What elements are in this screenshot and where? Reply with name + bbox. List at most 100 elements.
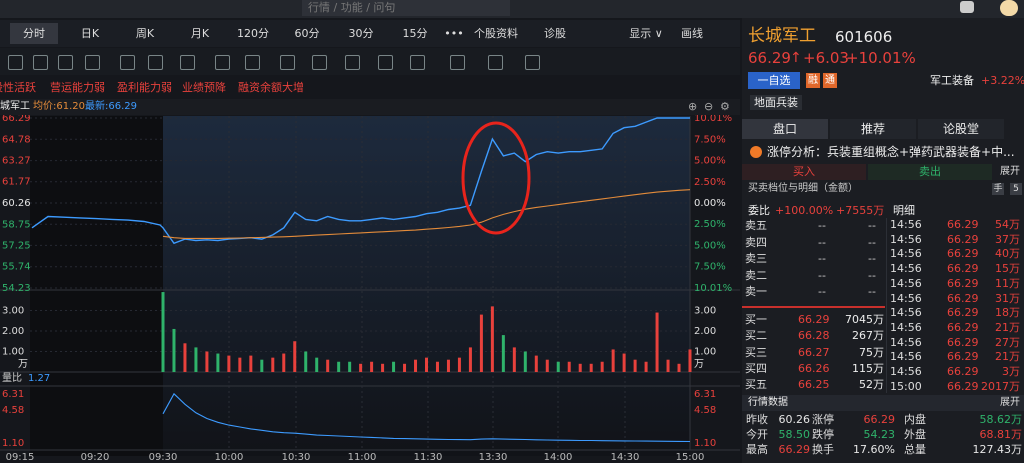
tool-icon[interactable] <box>378 55 393 70</box>
tab[interactable]: 15分 <box>402 27 428 40</box>
book-price: -- <box>818 235 826 249</box>
book-amount: 7045万 <box>845 313 884 326</box>
limit-icon <box>750 146 762 158</box>
tool-icon[interactable] <box>120 55 135 70</box>
tab[interactable]: 显示 ∨ <box>629 27 663 40</box>
tool-icon[interactable] <box>85 55 100 70</box>
tab[interactable]: 分时 <box>10 23 58 44</box>
tool-icon[interactable] <box>450 55 465 70</box>
tool-icon[interactable] <box>148 55 163 70</box>
tool-icon[interactable] <box>410 55 425 70</box>
tool-icon[interactable] <box>8 55 23 70</box>
stat-value: 54.23 <box>863 428 896 441</box>
y2-tick-label: 5.00% <box>694 240 726 251</box>
tool-icon[interactable] <box>245 55 260 70</box>
sector[interactable]: 军工装备 <box>930 74 974 87</box>
volume-bar <box>622 353 626 372</box>
line-series <box>162 189 691 239</box>
change: +6.03 <box>803 49 849 67</box>
tab[interactable]: 诊股 <box>544 27 566 40</box>
tag[interactable]: 业绩预降 <box>182 81 226 94</box>
stat-value: 58.62万 <box>979 413 1023 426</box>
tool-icon[interactable] <box>58 55 73 70</box>
time-label: 10:30 <box>282 452 311 463</box>
latest-price: 最新:66.29 <box>85 101 137 112</box>
book-price: 66.29 <box>798 313 830 326</box>
tab[interactable]: 画线 <box>681 27 703 40</box>
trade-tab[interactable]: 卖出 <box>868 164 992 180</box>
y2-tick-label: 10.01% <box>694 113 732 124</box>
trade-price: 66.29 <box>947 379 979 393</box>
tool-icon[interactable] <box>312 55 327 70</box>
tab[interactable]: 周K <box>135 27 155 40</box>
trade-time: 14:56 <box>890 350 922 364</box>
arrow: ↑ <box>790 50 802 66</box>
tool-icon[interactable] <box>345 55 360 70</box>
volume-bar <box>666 359 670 372</box>
volume-bar <box>688 349 692 372</box>
book-amount: 267万 <box>852 329 884 343</box>
tool-icon[interactable] <box>215 55 230 70</box>
time-label: 09:30 <box>149 452 178 463</box>
tool-icon[interactable] <box>33 55 48 70</box>
tab[interactable]: 60分 <box>294 27 320 40</box>
trade-amount: 3万 <box>1002 365 1020 378</box>
y-tick-label: 2.00 <box>694 326 716 337</box>
time-label: 15:00 <box>676 452 705 463</box>
search-box[interactable]: 行情 / 功能 / 问句 <box>302 0 510 16</box>
trade-amount: 18万 <box>995 306 1020 320</box>
market-expand[interactable]: 展开 <box>1000 397 1020 408</box>
trade-amount: 11万 <box>995 276 1020 290</box>
tool-icon[interactable] <box>488 55 503 70</box>
trade-time: 14:56 <box>890 247 922 261</box>
volume-bar <box>227 355 231 372</box>
panel-tab[interactable]: 推荐 <box>830 119 916 139</box>
tab[interactable]: 月K <box>190 27 210 40</box>
book-icon[interactable]: 5 <box>1010 183 1022 195</box>
tab[interactable]: 日K <box>80 27 100 40</box>
panel-tab[interactable]: 论股堂 <box>918 119 1004 139</box>
watch-button[interactable]: 一自选 <box>748 72 800 89</box>
panel-tab[interactable]: 盘口 <box>742 119 828 139</box>
volume-bar <box>260 359 264 372</box>
y-tick-label: 2.00 <box>2 326 24 337</box>
tab[interactable]: ••• <box>444 27 464 40</box>
book-icon[interactable]: 手 <box>992 183 1004 195</box>
concept[interactable]: 地面兵装 <box>750 95 802 110</box>
tab[interactable]: 个股资料 <box>474 27 518 40</box>
chart-header-bar <box>0 99 740 115</box>
tag[interactable]: 营运能力弱 <box>50 81 105 94</box>
trade-tab[interactable]: 买入 <box>742 164 866 180</box>
tool-icon[interactable] <box>180 55 195 70</box>
chart-name: 城军工 <box>0 101 30 112</box>
chart-button[interactable]: ⊕ <box>688 100 698 113</box>
tag[interactable]: 融资余额大增 <box>238 81 304 94</box>
chart-button[interactable]: ⚙ <box>720 100 730 113</box>
volume-bar <box>490 306 494 372</box>
y-tick-label: 3.00 <box>694 306 716 317</box>
tab[interactable]: 120分 <box>237 27 269 40</box>
volume-bar <box>161 292 165 372</box>
tab[interactable]: 30分 <box>348 27 374 40</box>
market-header <box>742 395 1024 411</box>
volume-bar <box>523 351 527 372</box>
chart-area: 09:15 09:20 09:30 10:00 10:30 11:00 11:30 13:30… <box>0 113 740 463</box>
trade-price: 66.29 <box>947 335 979 349</box>
book-amount: -- <box>868 219 876 232</box>
limit-analysis[interactable]: 涨停分析：兵装重组概念+弹药武器装备+中... <box>767 145 1015 159</box>
y-tick-label: 4.58 <box>2 405 24 416</box>
volume-bar <box>381 363 385 372</box>
y-tick-label: 55.74 <box>2 262 31 273</box>
expand[interactable]: 展开 <box>1000 166 1020 177</box>
trade-time: 14:56 <box>890 365 922 378</box>
book-price: 66.25 <box>798 378 830 392</box>
book-amount: -- <box>868 285 876 298</box>
tag[interactable]: 盈利能力弱 <box>117 81 172 94</box>
chart-button[interactable]: ⊖ <box>704 100 714 113</box>
tool-icon[interactable] <box>525 55 540 70</box>
tool-icon[interactable] <box>280 55 295 70</box>
book-amount: -- <box>868 235 876 249</box>
trade-amount: 15万 <box>995 262 1020 276</box>
ratio-title: 量比 <box>2 372 22 384</box>
tag[interactable]: 股性活跃 <box>0 81 36 94</box>
